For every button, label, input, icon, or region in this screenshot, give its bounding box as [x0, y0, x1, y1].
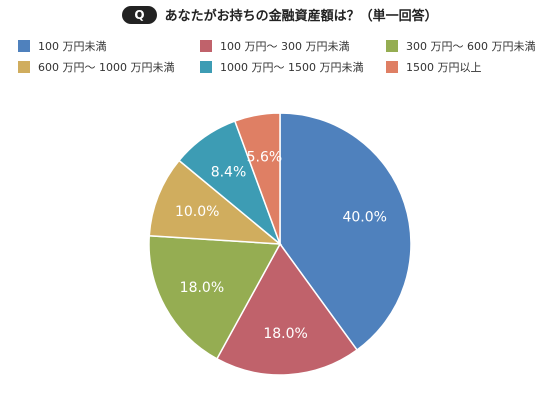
- legend-item: 600 万円～ 1000 万円未満: [18, 59, 174, 75]
- data-label: 40.0%: [342, 210, 386, 226]
- legend-item: 300 万円～ 600 万円未満: [386, 38, 535, 54]
- pie-slice: [148, 159, 283, 245]
- legend-label: 1000 万円～ 1500 万円未満: [220, 61, 364, 74]
- legend-item: 1000 万円～ 1500 万円未満: [200, 59, 363, 75]
- legend-label: 100 万円未満: [38, 40, 107, 53]
- chart-title-bar: Q あなたがお持ちの金融資産額は？（単一回答）: [0, 5, 560, 24]
- pie-slice: [279, 112, 412, 352]
- legend-swatch: [18, 40, 30, 52]
- chart-title: あなたがお持ちの金融資産額は？（単一回答）: [164, 9, 438, 24]
- data-label: 18.0%: [180, 280, 224, 296]
- legend-item: 100 万円～ 300 万円未満: [200, 38, 349, 54]
- pie-slice: [215, 242, 359, 376]
- pie-slice: [233, 112, 281, 245]
- data-label: 5.6%: [247, 149, 283, 165]
- legend-label: 300 万円～ 600 万円未満: [406, 40, 536, 53]
- legend-label: 100 万円～ 300 万円未満: [220, 40, 350, 53]
- question-badge: Q: [122, 5, 157, 24]
- legend-label: 600 万円～ 1000 万円未満: [38, 61, 175, 74]
- legend-item: 100 万円未満: [18, 38, 107, 54]
- data-label: 18.0%: [263, 326, 307, 342]
- legend-swatch: [386, 40, 398, 52]
- legend-swatch: [18, 61, 30, 73]
- data-label: 8.4%: [211, 164, 247, 180]
- legend-label: 1500 万円以上: [406, 61, 482, 74]
- legend-swatch: [200, 61, 212, 73]
- legend-item: 1500 万円以上: [386, 59, 482, 75]
- legend-swatch: [200, 40, 212, 52]
- legend-swatch: [386, 61, 398, 73]
- data-label: 10.0%: [175, 204, 219, 220]
- pie-slice: [148, 234, 282, 360]
